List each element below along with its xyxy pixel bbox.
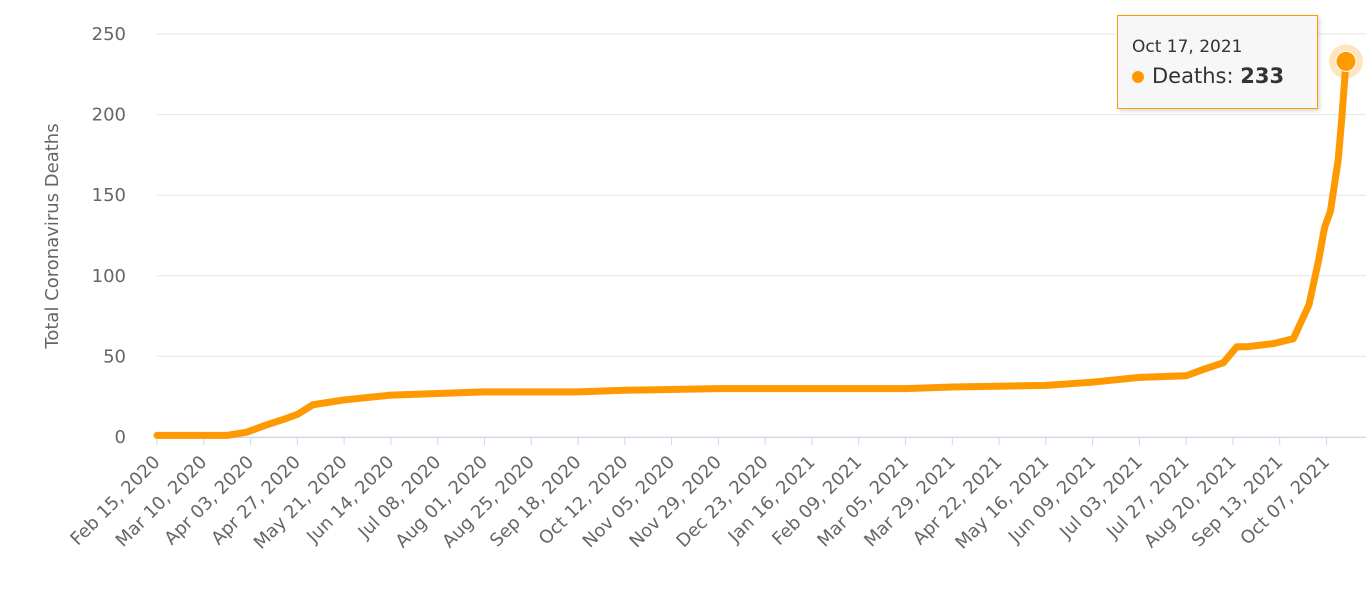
y-tick-label: 150 — [92, 185, 126, 206]
y-tick-label: 100 — [92, 266, 126, 287]
tooltip-date: Oct 17, 2021 — [1132, 37, 1243, 57]
tooltip-value: 233 — [1240, 64, 1285, 88]
tooltip-row: Deaths233 — [1132, 64, 1284, 88]
tooltip: Oct 17, 2021 Deaths233 — [1117, 15, 1318, 109]
y-tick-label: 250 — [92, 24, 126, 45]
tooltip-marker — [1132, 71, 1144, 83]
tooltip-series: Deaths — [1152, 64, 1240, 88]
y-axis-title: Total Coronavirus Deaths — [42, 123, 63, 349]
hover-point — [1335, 50, 1357, 72]
y-tick-label: 0 — [115, 427, 126, 448]
line — [153, 57, 1350, 439]
y-tick-label: 50 — [103, 346, 126, 367]
y-tick-label: 200 — [92, 105, 126, 126]
